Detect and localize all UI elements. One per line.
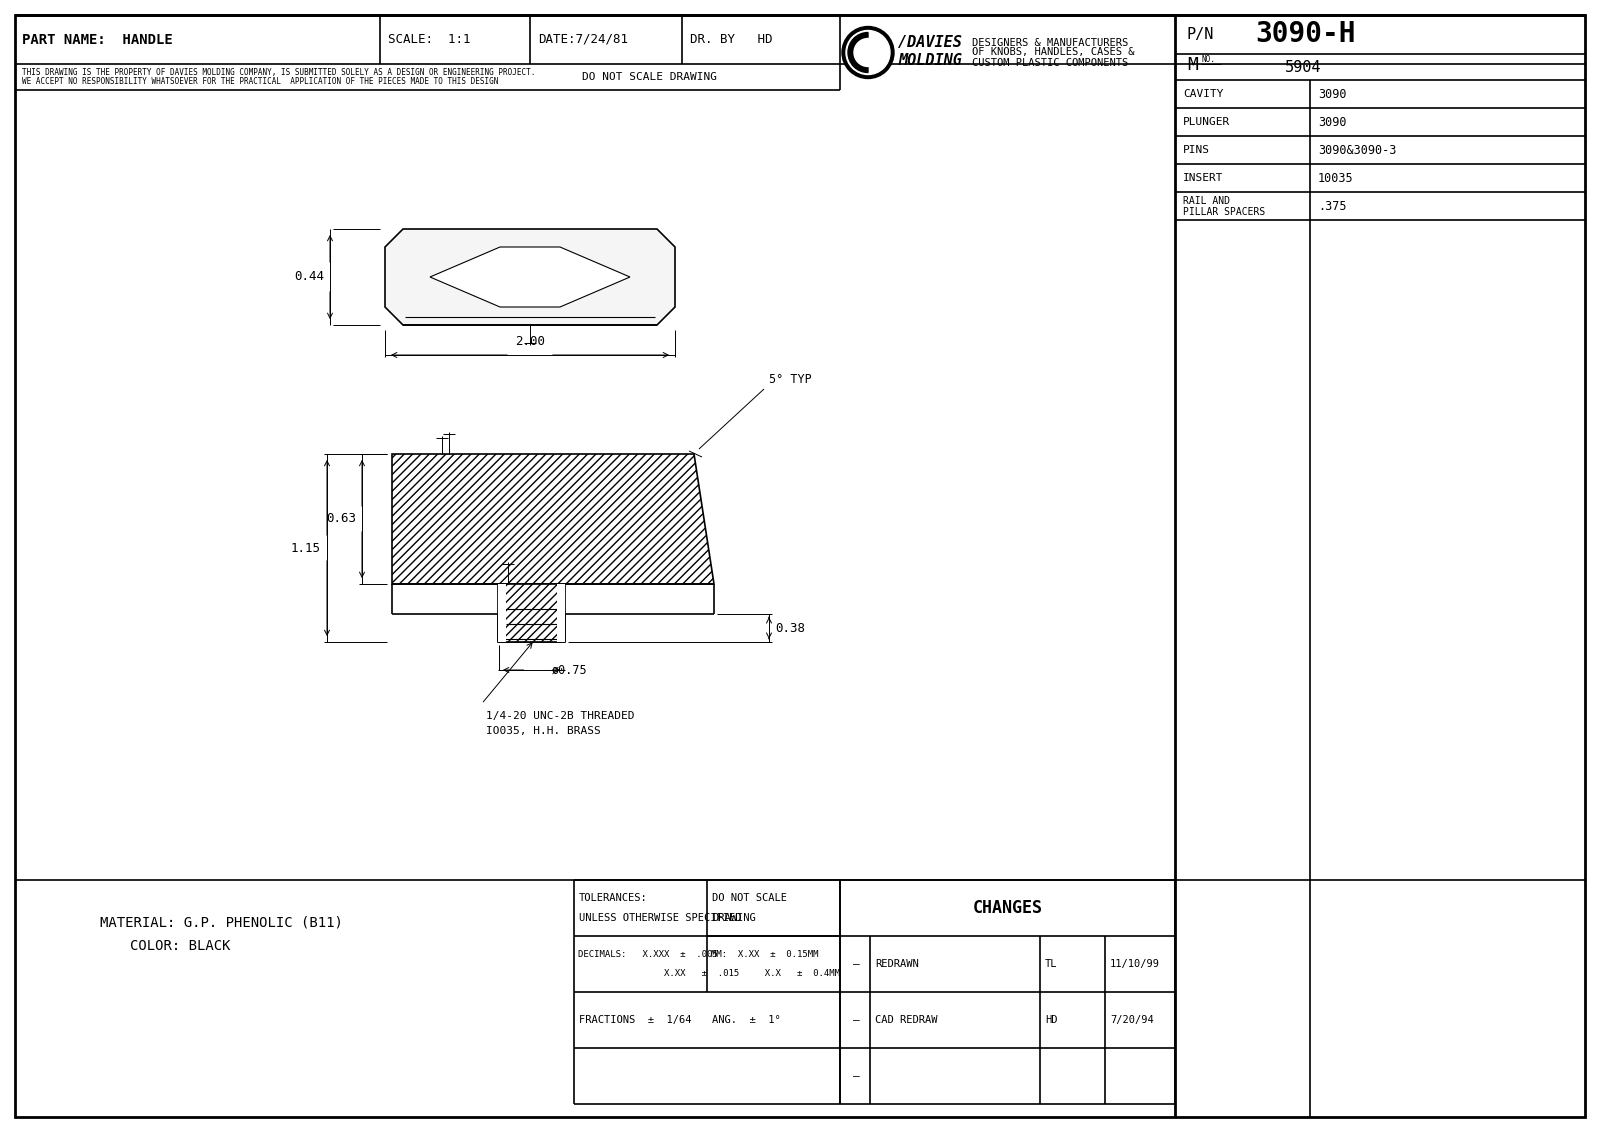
Text: TOLERANCES:: TOLERANCES: <box>579 893 648 903</box>
Polygon shape <box>386 229 675 325</box>
Text: TL: TL <box>1045 959 1058 969</box>
Text: FRACTIONS  ±  1/64: FRACTIONS ± 1/64 <box>579 1015 691 1024</box>
Polygon shape <box>430 247 630 307</box>
Text: .375: .375 <box>1318 199 1347 213</box>
Text: P/N: P/N <box>1187 27 1214 42</box>
Text: –: – <box>853 959 859 969</box>
Text: 7/20/94: 7/20/94 <box>1110 1015 1154 1024</box>
Text: OF KNOBS, HANDLES, CASES &: OF KNOBS, HANDLES, CASES & <box>973 48 1134 58</box>
Text: 1.15: 1.15 <box>291 541 322 555</box>
Text: 0.44: 0.44 <box>294 271 323 283</box>
Text: CAD REDRAW: CAD REDRAW <box>875 1015 938 1024</box>
Text: M: M <box>1187 55 1198 74</box>
Text: ø0.75: ø0.75 <box>552 663 587 677</box>
Text: PART NAME:  HANDLE: PART NAME: HANDLE <box>22 33 173 46</box>
Text: MATERIAL: G.P. PHENOLIC (B11): MATERIAL: G.P. PHENOLIC (B11) <box>99 915 342 929</box>
Text: DECIMALS:   X.XXX  ±  .005: DECIMALS: X.XXX ± .005 <box>578 950 718 959</box>
Text: –: – <box>853 1015 859 1024</box>
Polygon shape <box>557 584 565 642</box>
Text: 0.63: 0.63 <box>326 513 355 525</box>
Text: 5° TYP: 5° TYP <box>770 374 811 386</box>
Text: REDRAWN: REDRAWN <box>875 959 918 969</box>
Text: PINS: PINS <box>1182 145 1210 155</box>
Text: DR. BY   HD: DR. BY HD <box>690 33 773 46</box>
Bar <box>506 609 557 638</box>
Wedge shape <box>848 33 867 72</box>
Text: CHANGES: CHANGES <box>973 899 1043 917</box>
Text: 3090: 3090 <box>1318 115 1347 129</box>
Text: WE ACCEPT NO RESPONSIBILITY WHATSOEVER FOR THE PRACTICAL  APPLICATION OF THE PIE: WE ACCEPT NO RESPONSIBILITY WHATSOEVER F… <box>22 77 498 86</box>
Text: MOLDING: MOLDING <box>898 53 962 68</box>
Text: DESIGNERS & MANUFACTURERS: DESIGNERS & MANUFACTURERS <box>973 37 1128 48</box>
Text: 3090: 3090 <box>1318 87 1347 101</box>
Text: UNLESS OTHERWISE SPECIFIED: UNLESS OTHERWISE SPECIFIED <box>579 912 741 923</box>
Polygon shape <box>498 584 506 642</box>
Text: COLOR: BLACK: COLOR: BLACK <box>130 940 230 953</box>
Text: PILLAR SPACERS: PILLAR SPACERS <box>1182 207 1266 216</box>
Text: INSERT: INSERT <box>1182 173 1224 183</box>
Circle shape <box>854 38 882 67</box>
Text: MM:  X.XX  ±  0.15MM: MM: X.XX ± 0.15MM <box>710 950 819 959</box>
Text: –: – <box>853 1071 859 1081</box>
Text: ANG.  ±  1°: ANG. ± 1° <box>712 1015 781 1024</box>
Circle shape <box>846 31 890 75</box>
Text: SCALE:  1:1: SCALE: 1:1 <box>387 33 470 46</box>
Text: DRAWING: DRAWING <box>712 912 755 923</box>
Text: DO NOT SCALE: DO NOT SCALE <box>712 893 787 903</box>
Text: 0.38: 0.38 <box>774 621 805 635</box>
Text: PLUNGER: PLUNGER <box>1182 117 1230 127</box>
Text: 1/4-20 UNC-2B THREADED: 1/4-20 UNC-2B THREADED <box>486 711 635 721</box>
Text: NO.: NO. <box>1202 54 1214 63</box>
Text: X.XX   ±  .015: X.XX ± .015 <box>578 969 739 978</box>
Text: CUSTOM PLASTIC COMPONENTS: CUSTOM PLASTIC COMPONENTS <box>973 58 1128 68</box>
Text: HD: HD <box>1045 1015 1058 1024</box>
Text: IO035, H.H. BRASS: IO035, H.H. BRASS <box>486 726 602 736</box>
Text: 3090-H: 3090-H <box>1254 20 1355 49</box>
Text: 2.00: 2.00 <box>515 335 546 348</box>
Circle shape <box>842 26 894 78</box>
Text: DATE:7/24/81: DATE:7/24/81 <box>538 33 627 46</box>
Text: 10035: 10035 <box>1318 172 1354 185</box>
Text: RAIL AND: RAIL AND <box>1182 196 1230 206</box>
Text: 5904: 5904 <box>1285 60 1322 75</box>
Text: 3090&3090-3: 3090&3090-3 <box>1318 144 1397 156</box>
Polygon shape <box>392 454 714 584</box>
Text: DO NOT SCALE DRAWING: DO NOT SCALE DRAWING <box>582 72 717 82</box>
Text: CAVITY: CAVITY <box>1182 89 1224 98</box>
Text: 11/10/99: 11/10/99 <box>1110 959 1160 969</box>
Text: /DAVIES: /DAVIES <box>898 35 962 50</box>
Text: X.X   ±  0.4MM: X.X ± 0.4MM <box>710 969 840 978</box>
Polygon shape <box>498 584 565 642</box>
Text: THIS DRAWING IS THE PROPERTY OF DAVIES MOLDING COMPANY, IS SUBMITTED SOLELY AS A: THIS DRAWING IS THE PROPERTY OF DAVIES M… <box>22 69 536 77</box>
